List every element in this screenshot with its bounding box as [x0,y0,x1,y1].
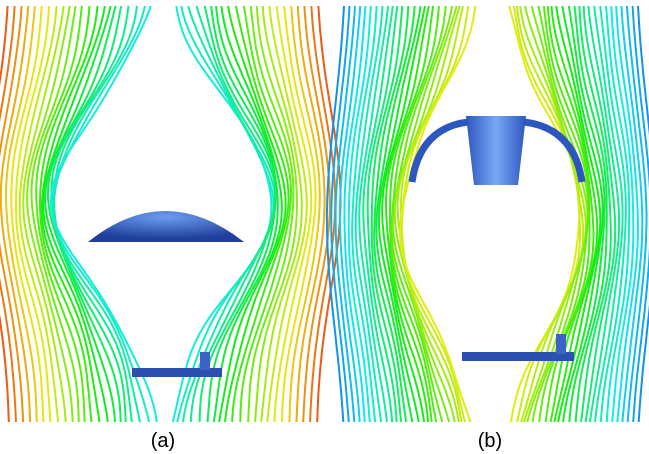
post-b [556,334,566,354]
cup [466,116,526,185]
figure: (a) (b) [0,0,649,454]
caption-b: (b) [478,430,502,452]
dome [88,211,244,242]
streamline [40,6,92,422]
figure-canvas: (a) (b) [0,0,649,454]
streamline [240,6,291,422]
post-a [200,352,210,370]
streamline [51,6,157,422]
streamline [54,6,140,422]
caption-a: (a) [151,430,175,452]
